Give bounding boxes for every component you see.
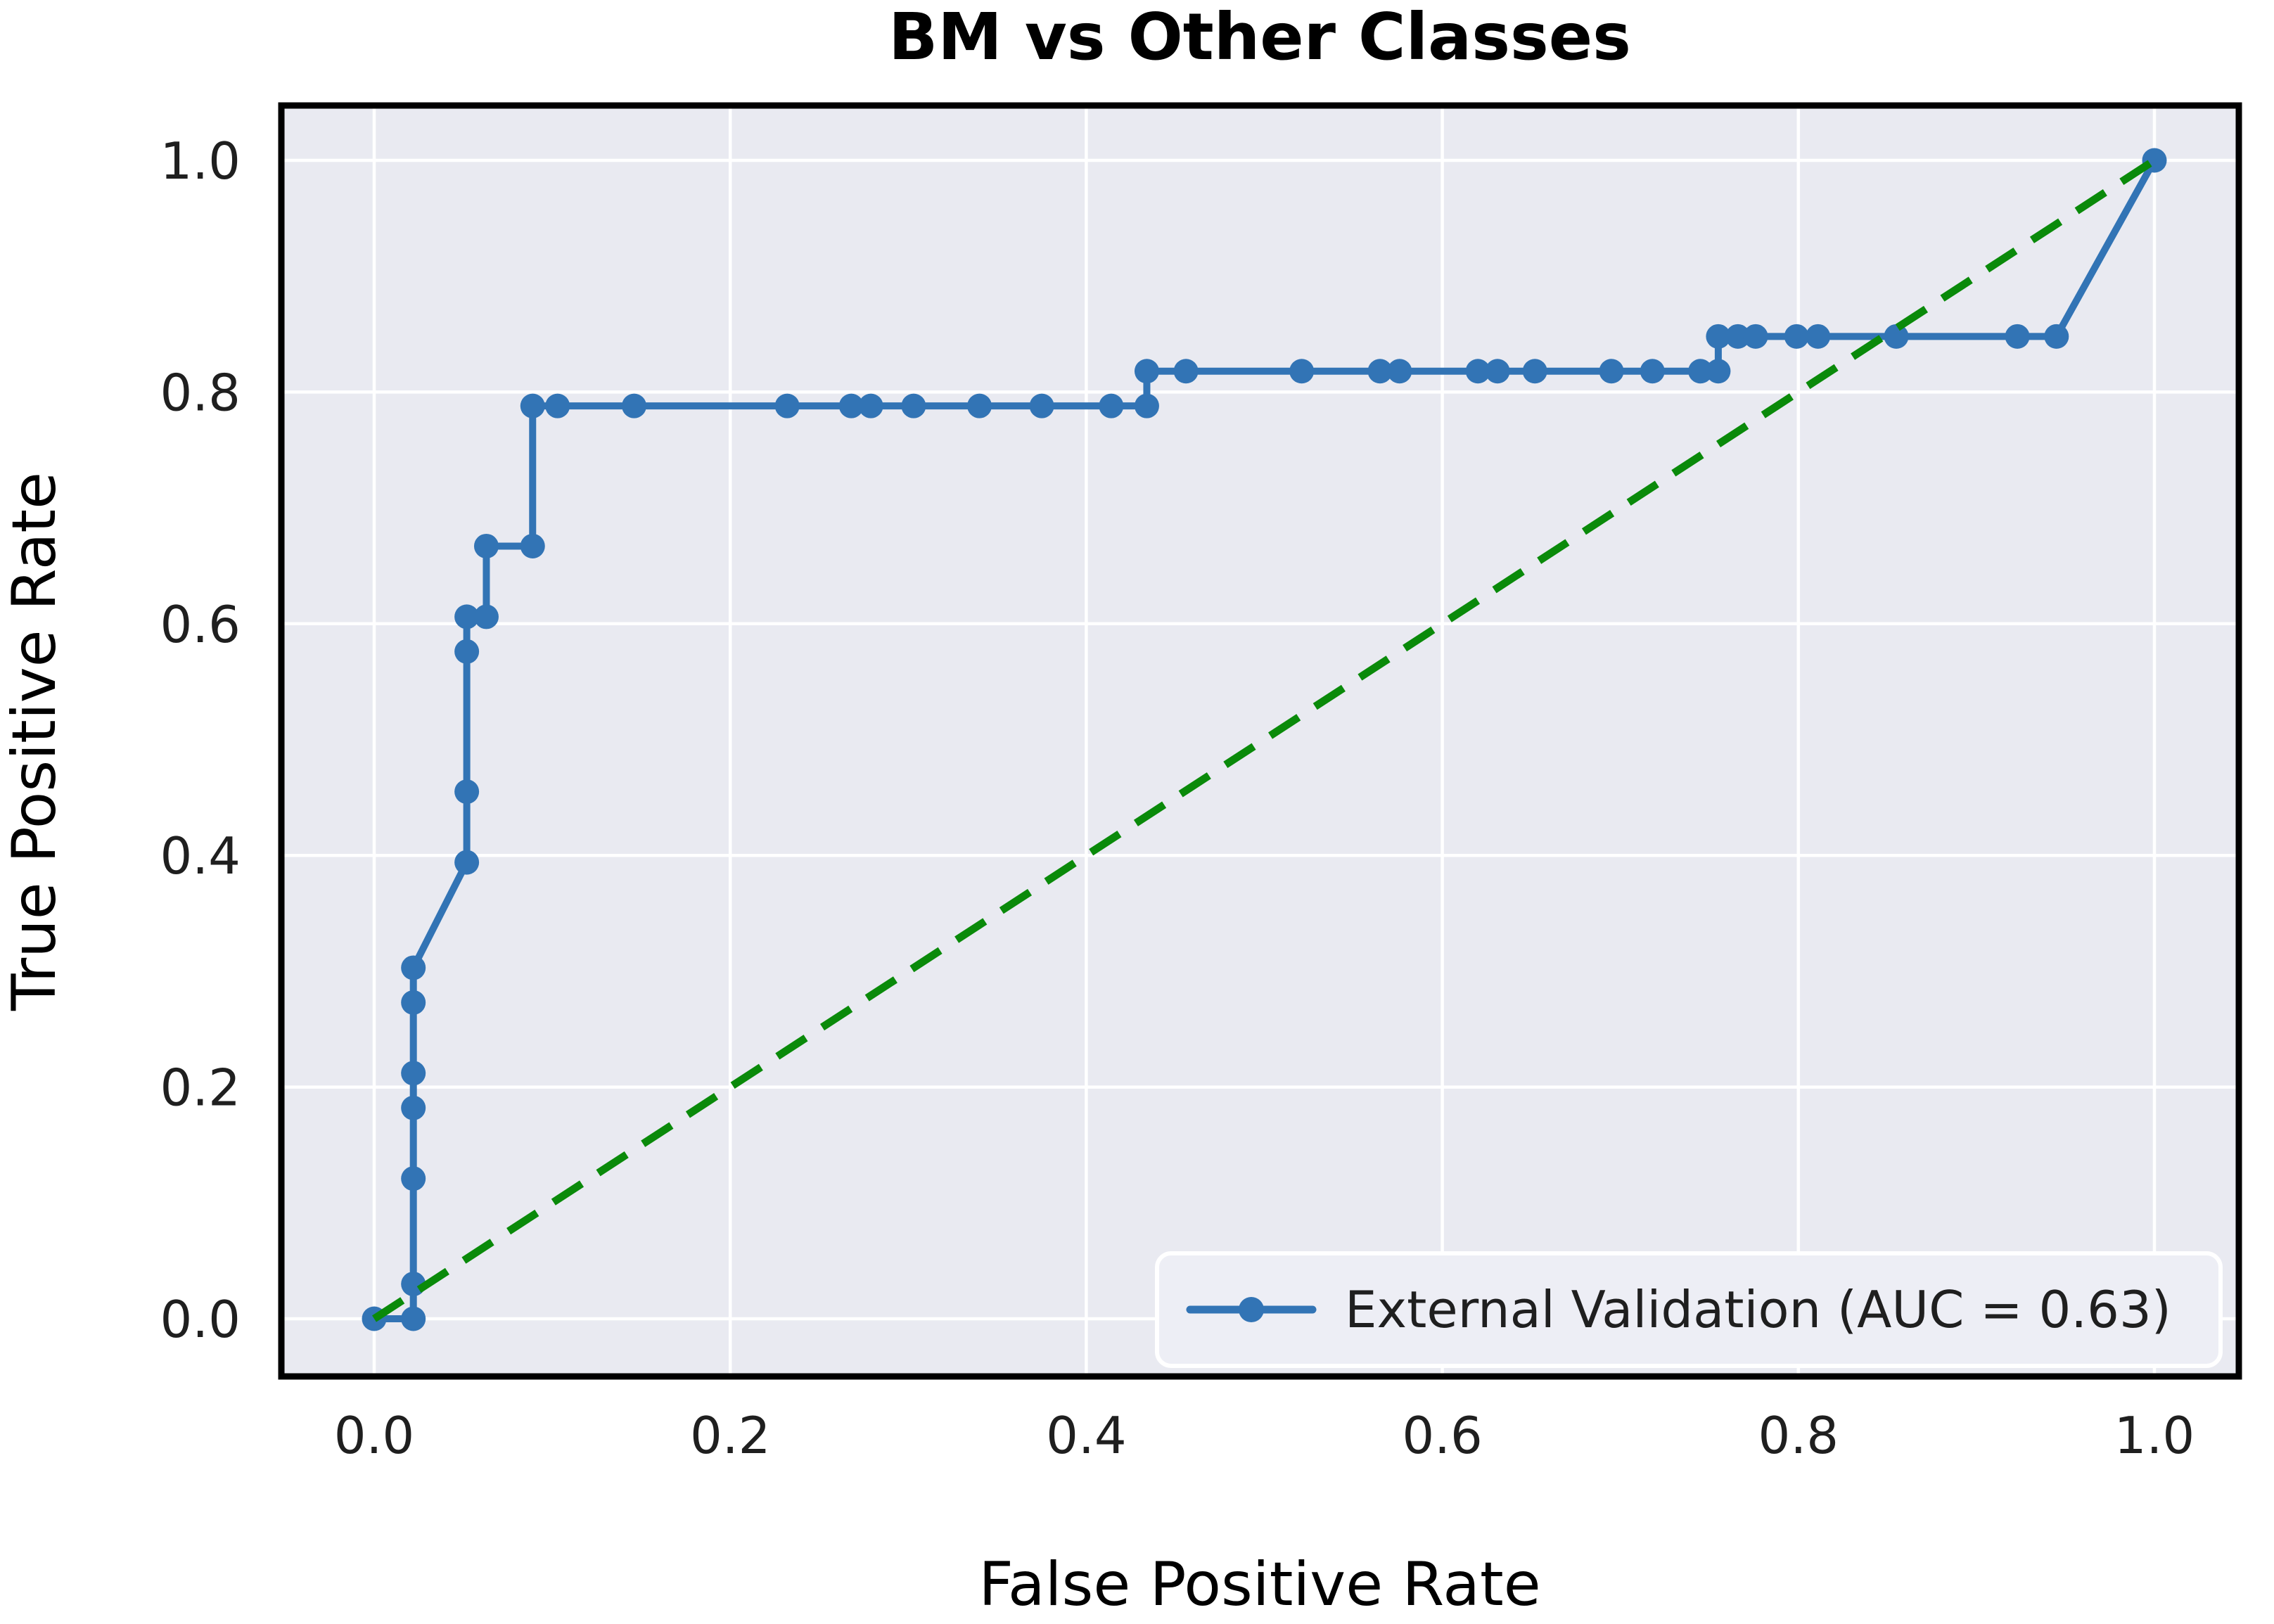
data-point-marker bbox=[1099, 393, 1124, 418]
y-tick-label: 0.4 bbox=[160, 826, 241, 885]
data-point-marker bbox=[1884, 324, 1909, 349]
data-point-marker bbox=[2005, 324, 2030, 349]
data-point-marker bbox=[858, 393, 883, 418]
y-tick-label: 0.8 bbox=[160, 363, 241, 422]
plot-border bbox=[278, 102, 2242, 1380]
legend-label: External Validation (AUC = 0.63) bbox=[1345, 1280, 2171, 1339]
data-point-marker bbox=[1289, 359, 1315, 384]
data-point-marker bbox=[1806, 324, 1831, 349]
data-point-marker bbox=[1640, 359, 1665, 384]
data-point-marker bbox=[401, 1306, 426, 1331]
data-point-marker bbox=[1706, 359, 1731, 384]
data-point-marker bbox=[1029, 393, 1054, 418]
data-point-marker bbox=[901, 393, 926, 418]
legend-marker-dot bbox=[1239, 1297, 1264, 1322]
data-point-marker bbox=[622, 393, 647, 418]
x-tick-label: 0.8 bbox=[1758, 1406, 1839, 1465]
x-tick-label: 0.6 bbox=[1402, 1406, 1483, 1465]
x-tick-label: 0.4 bbox=[1046, 1406, 1127, 1465]
x-tick-label: 0.2 bbox=[690, 1406, 771, 1465]
y-tick-label: 0.0 bbox=[160, 1290, 241, 1349]
y-axis-label: True Positive Rate bbox=[0, 472, 70, 1011]
data-point-marker bbox=[454, 850, 480, 875]
data-point-marker bbox=[401, 1166, 426, 1191]
data-point-marker bbox=[1688, 359, 1713, 384]
data-point-marker bbox=[1485, 359, 1510, 384]
data-point-marker bbox=[1173, 359, 1199, 384]
tick-labels: 0.0 0.2 0.4 0.6 0.8 1.0 0.0 0.2 0.4 0.6 0.8 1.0 bbox=[160, 132, 2195, 1465]
data-point-marker bbox=[967, 393, 992, 418]
data-point-marker bbox=[1367, 359, 1393, 384]
x-tick-label: 0.0 bbox=[334, 1406, 415, 1465]
data-point-marker bbox=[454, 639, 480, 664]
x-tick-label: 1.0 bbox=[2114, 1406, 2195, 1465]
data-point-marker bbox=[1465, 359, 1490, 384]
data-point-marker bbox=[454, 779, 480, 805]
roc-curve-markers bbox=[362, 148, 2167, 1331]
data-point-marker bbox=[401, 990, 426, 1015]
data-point-marker bbox=[838, 393, 864, 418]
data-point-marker bbox=[2044, 324, 2069, 349]
data-point-marker bbox=[1599, 359, 1624, 384]
legend: External Validation (AUC = 0.63) bbox=[1155, 1251, 2223, 1368]
y-tick-label: 0.2 bbox=[160, 1059, 241, 1118]
data-point-marker bbox=[1743, 324, 1768, 349]
series-layer bbox=[362, 148, 2167, 1331]
y-tick-label: 0.6 bbox=[160, 595, 241, 654]
data-point-marker bbox=[1784, 324, 1809, 349]
data-point-marker bbox=[1725, 324, 1751, 349]
gridlines bbox=[281, 106, 2239, 1376]
data-point-marker bbox=[401, 1095, 426, 1120]
data-point-marker bbox=[401, 1061, 426, 1086]
y-tick-label: 1.0 bbox=[160, 132, 241, 191]
data-point-marker bbox=[1706, 324, 1731, 349]
x-axis-label: False Positive Rate bbox=[978, 1549, 1540, 1620]
data-point-marker bbox=[473, 533, 499, 558]
data-point-marker bbox=[401, 955, 426, 980]
data-point-marker bbox=[545, 393, 570, 418]
chart-title: BM vs Other Classes bbox=[888, 0, 1631, 75]
data-point-marker bbox=[1134, 359, 1159, 384]
data-point-marker bbox=[774, 393, 800, 418]
data-point-marker bbox=[454, 604, 480, 629]
data-point-marker bbox=[520, 533, 545, 558]
data-point-marker bbox=[1522, 359, 1547, 384]
legend-box bbox=[1155, 1251, 2223, 1368]
chance-diagonal-line bbox=[372, 157, 2157, 1322]
data-point-marker bbox=[520, 393, 545, 418]
data-point-marker bbox=[1134, 393, 1159, 418]
data-point-marker bbox=[473, 604, 499, 629]
data-point-marker bbox=[1387, 359, 1412, 384]
